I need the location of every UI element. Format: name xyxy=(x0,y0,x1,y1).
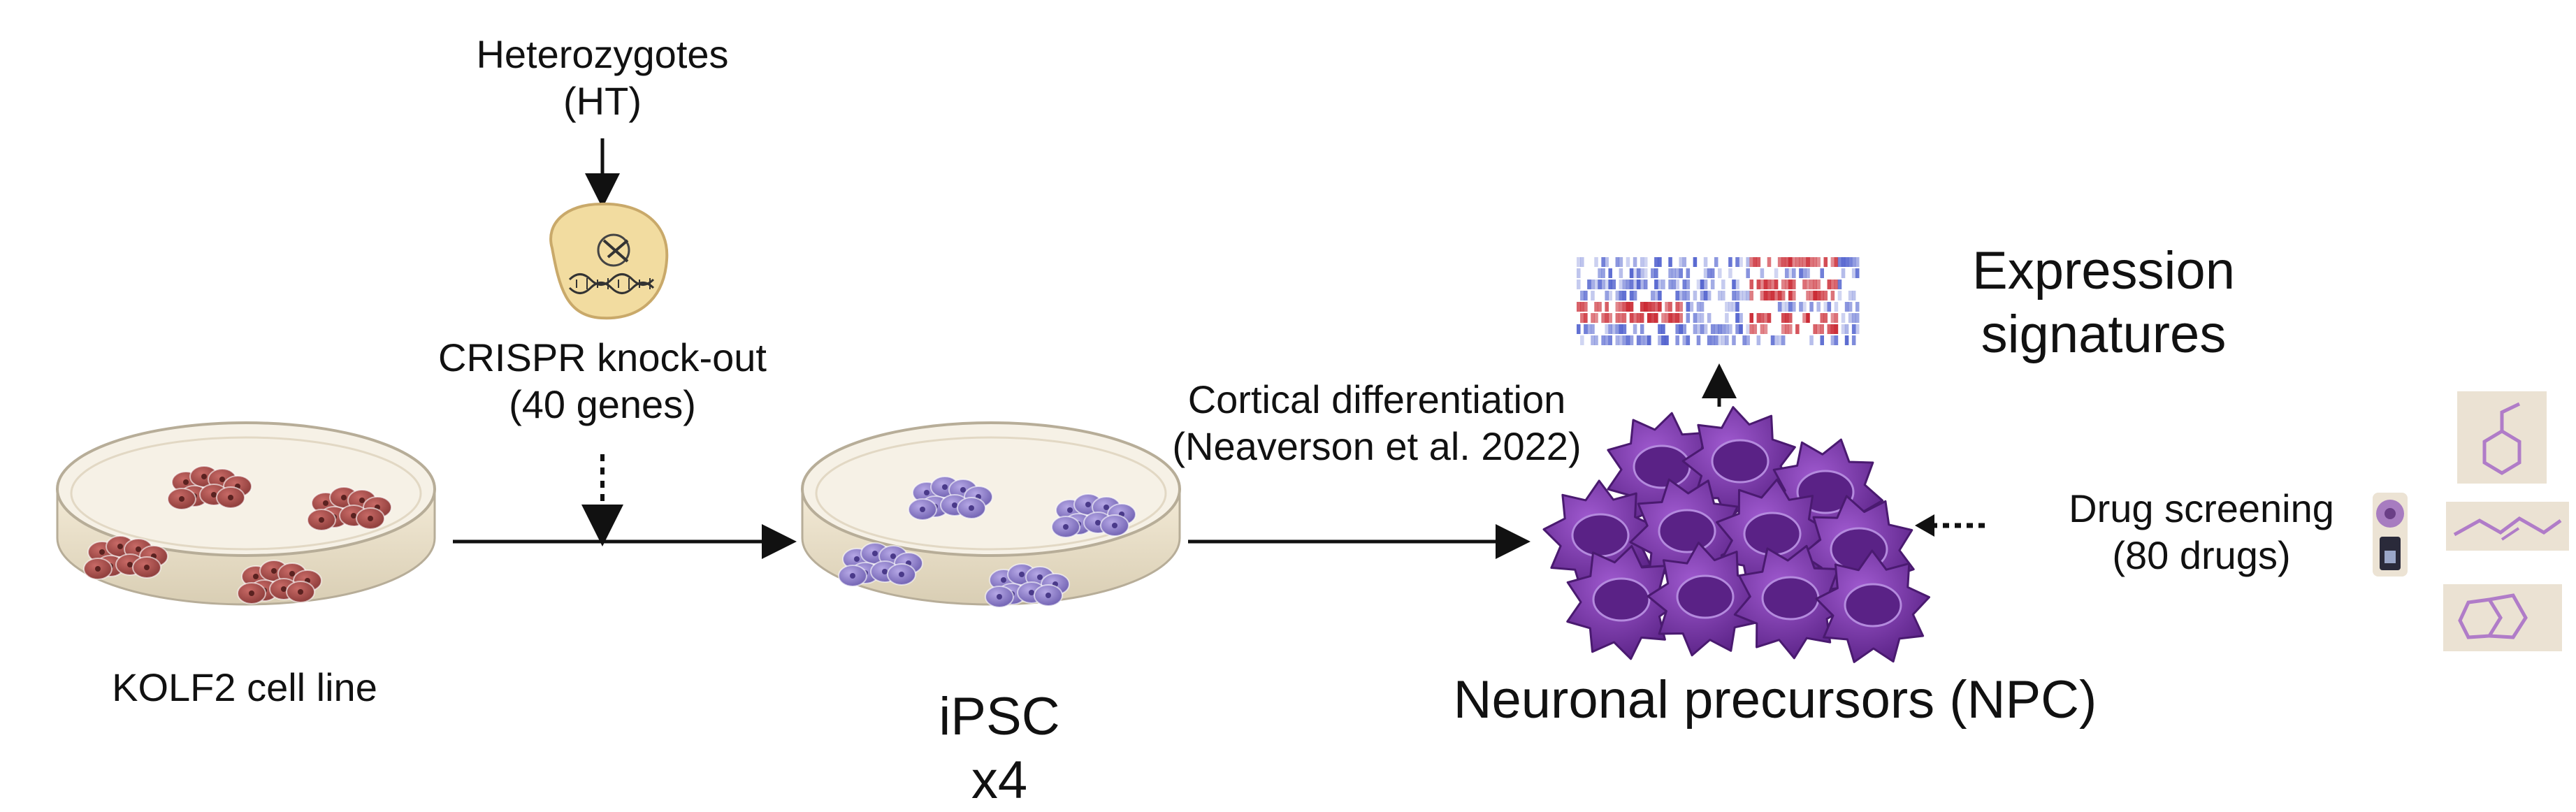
npc-cell xyxy=(1647,542,1762,657)
npc-cell xyxy=(1566,544,1680,660)
npc-label: Neuronal precursors (NPC) xyxy=(1453,670,2097,730)
cyclohexyl-structure-icon xyxy=(2457,391,2547,484)
workflow-diagram: Heterozygotes (HT) CRISPR knock-out (40 … xyxy=(56,32,2569,810)
kolf2-colony xyxy=(167,465,252,510)
drug-screening-label: Drug screening (80 drugs) xyxy=(2069,486,2334,578)
crispr-knockout-label: CRISPR knock-out (40 genes) xyxy=(438,335,767,427)
kolf2-petri-dish xyxy=(56,421,436,606)
bicyclic-structure-icon xyxy=(2443,584,2562,651)
ipsc-colony xyxy=(985,563,1070,608)
npc-cell xyxy=(1733,544,1848,660)
kolf2-colony xyxy=(83,535,168,580)
kolf2-cell-colonies xyxy=(83,465,392,604)
diagram-canvas xyxy=(56,138,2569,663)
chain-structure-icon xyxy=(2446,502,2569,551)
cortical-differentiation-label: Cortical differentiation (Neaverson et a… xyxy=(1172,377,1582,469)
npc-cell xyxy=(1815,549,1930,663)
kolf2-colony xyxy=(237,560,322,604)
ipsc-colony xyxy=(908,476,993,521)
ipsc-label: iPSC x4 xyxy=(939,687,1060,811)
dna-scissors-cell-icon xyxy=(549,202,669,320)
kolf2-cell-line-label: KOLF2 cell line xyxy=(112,665,377,709)
ipsc-colony xyxy=(838,542,923,587)
ipsc-colony xyxy=(1051,493,1136,538)
ipsc-cell-colonies xyxy=(838,476,1136,608)
heterozygotes-label: Heterozygotes (HT) xyxy=(476,32,729,124)
kolf2-colony xyxy=(307,486,392,531)
expression-signatures-label: Expression signatures xyxy=(1972,241,2235,365)
expression-heatmap xyxy=(1577,257,1860,345)
ipsc-petri-dish xyxy=(801,421,1181,608)
npc-cell-cluster xyxy=(1542,406,1930,663)
syringe-vial-icon xyxy=(2373,493,2408,577)
dashed-arrow-drug-head xyxy=(1915,514,1934,537)
